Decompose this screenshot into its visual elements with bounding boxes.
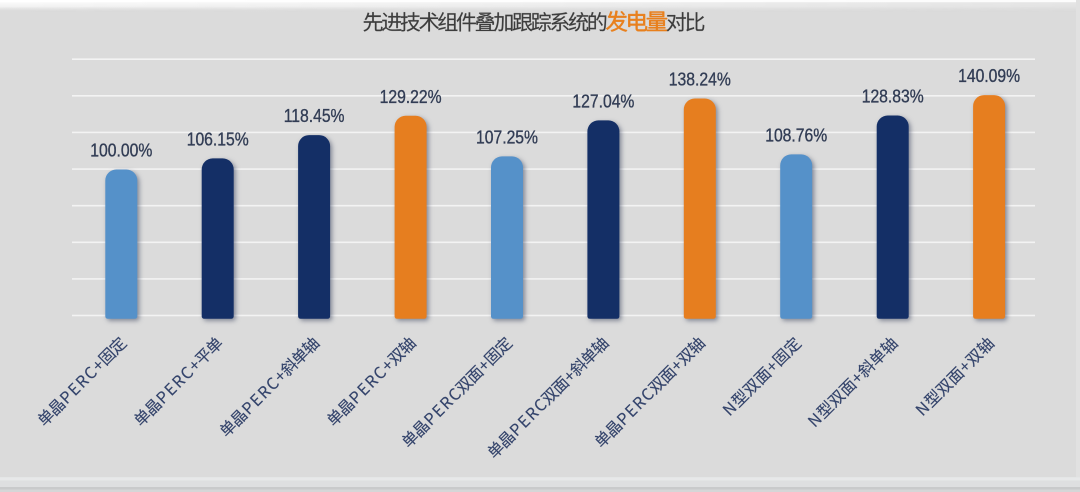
svg-text:107.25%: 107.25%: [476, 126, 538, 148]
svg-text:127.04%: 127.04%: [572, 90, 634, 112]
svg-text:138.24%: 138.24%: [669, 68, 731, 90]
svg-text:118.45%: 118.45%: [284, 105, 345, 127]
svg-text:100.00%: 100.00%: [90, 139, 152, 161]
svg-text:108.76%: 108.76%: [765, 124, 827, 146]
svg-text:129.22%: 129.22%: [380, 86, 442, 108]
svg-text:140.09%: 140.09%: [958, 65, 1020, 87]
svg-text:106.15%: 106.15%: [187, 128, 249, 150]
svg-text:128.83%: 128.83%: [862, 85, 924, 107]
